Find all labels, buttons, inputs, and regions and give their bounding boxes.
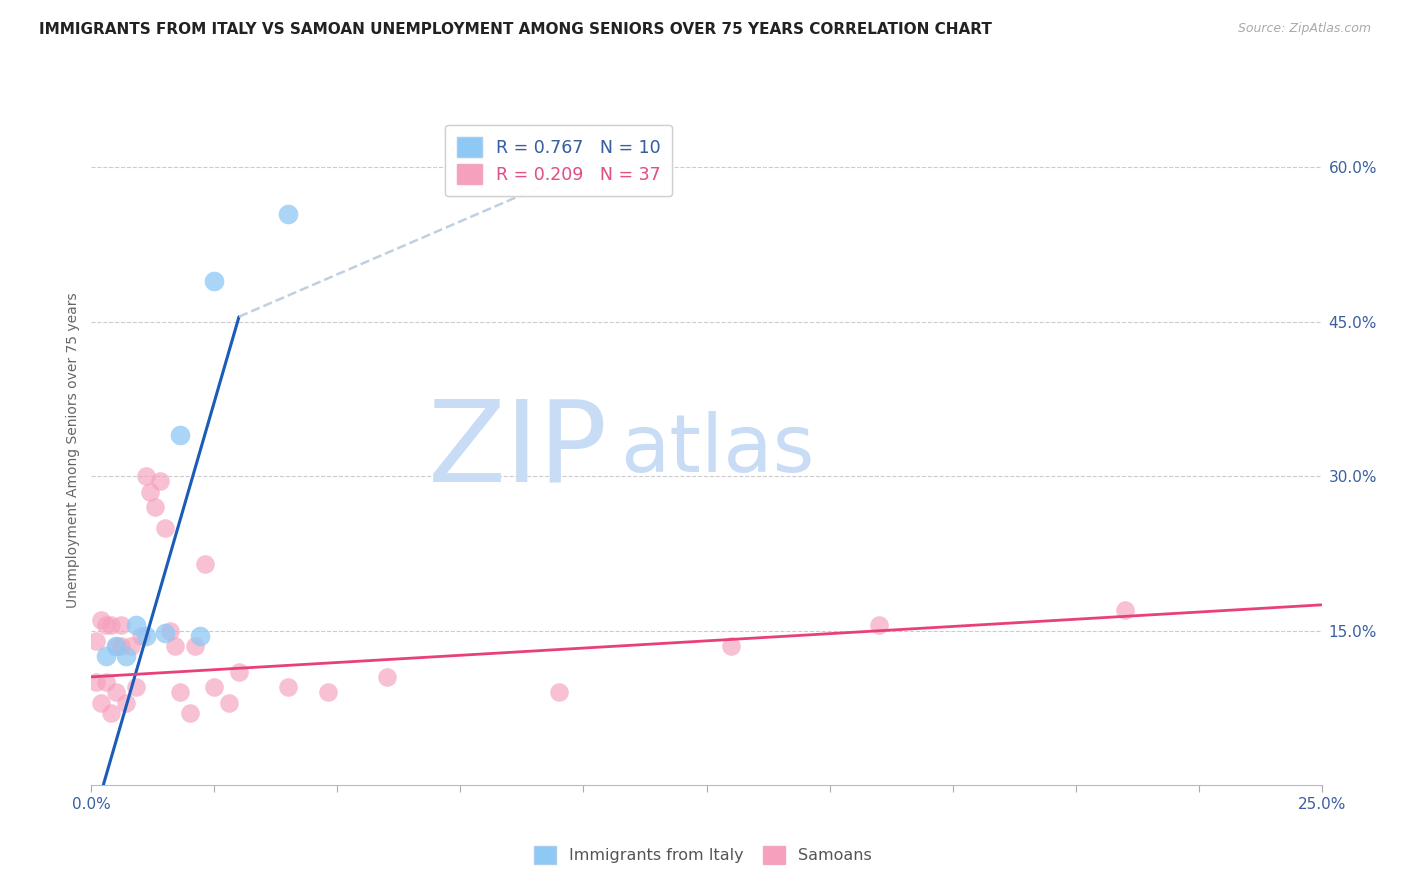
Point [153,625,177,640]
Legend: Immigrants from Italy, Samoans: Immigrants from Italy, Samoans [527,839,879,871]
Point [100,706,122,720]
Point [110,639,132,653]
Point [120,639,142,653]
Point [129,629,152,643]
Text: atlas: atlas [620,411,814,490]
Point [90,613,112,627]
Point [547,685,569,699]
Point [277,207,299,221]
Point [1114,603,1136,617]
Point [135,629,156,643]
Point [188,629,211,643]
Point [110,618,132,632]
Point [145,500,166,514]
Point [375,670,398,684]
Point [105,639,127,653]
Point [86,633,108,648]
Point [139,484,162,499]
Point [114,649,138,664]
Point [105,685,127,699]
Point [149,475,172,489]
Point [100,618,122,632]
Point [159,624,181,638]
Point [218,696,240,710]
Text: Source: ZipAtlas.com: Source: ZipAtlas.com [1237,22,1371,36]
Text: IMMIGRANTS FROM ITALY VS SAMOAN UNEMPLOYMENT AMONG SENIORS OVER 75 YEARS CORRELA: IMMIGRANTS FROM ITALY VS SAMOAN UNEMPLOY… [39,22,993,37]
Point [86,675,108,690]
Point [202,274,225,288]
Point [193,557,217,571]
Legend: R = 0.767   N = 10, R = 0.209   N = 37: R = 0.767 N = 10, R = 0.209 N = 37 [446,125,672,196]
Point [868,618,890,632]
Point [124,680,146,694]
Point [153,521,177,535]
Point [96,649,117,664]
Y-axis label: Unemployment Among Seniors over 75 years: Unemployment Among Seniors over 75 years [66,293,80,608]
Point [720,639,742,653]
Text: ZIP: ZIP [427,395,607,506]
Point [96,618,117,632]
Point [316,685,339,699]
Point [135,469,156,483]
Point [179,706,201,720]
Point [105,639,127,653]
Point [163,639,186,653]
Point [90,696,112,710]
Point [124,618,146,632]
Point [114,696,138,710]
Point [277,680,299,694]
Point [169,685,191,699]
Point [228,665,250,679]
Point [96,675,117,690]
Point [169,428,191,442]
Point [202,680,225,694]
Point [183,639,207,653]
